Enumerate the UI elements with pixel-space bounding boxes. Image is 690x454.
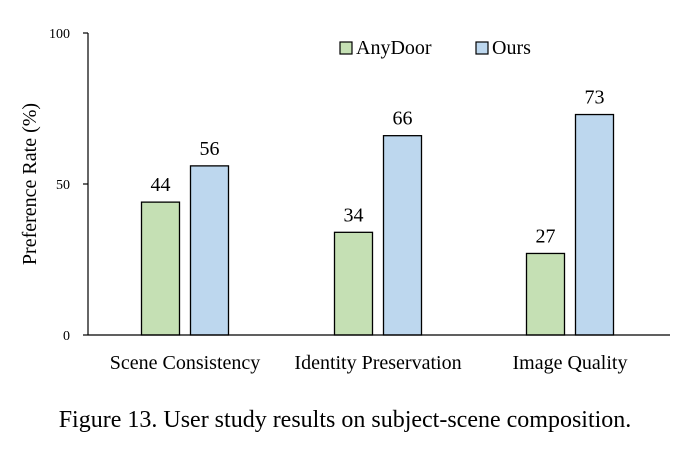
legend-label-ours: Ours — [492, 37, 531, 59]
bar-ours-2 — [574, 113, 615, 336]
legend-label-anydoor: AnyDoor — [356, 37, 432, 59]
y-tick-label: 100 — [49, 27, 70, 42]
category-label-1: Identity Preservation — [294, 352, 461, 374]
bar-ours-0 — [189, 165, 230, 336]
bar-anydoor-1 — [333, 231, 374, 336]
legend-swatch-ours — [475, 41, 489, 55]
y-tick-label: 50 — [56, 178, 70, 193]
value-label-anydoor-1: 34 — [344, 204, 364, 226]
category-label-2: Image Quality — [513, 352, 628, 374]
bar-anydoor-0 — [140, 201, 181, 336]
figure-caption: Figure 13. User study results on subject… — [58, 407, 632, 433]
bar-ours-1 — [382, 135, 423, 336]
value-label-anydoor-0: 44 — [151, 174, 171, 196]
value-label-ours-0: 56 — [200, 138, 220, 160]
category-label-0: Scene Consistency — [110, 352, 261, 374]
y-tick-label: 0 — [63, 329, 70, 344]
value-label-ours-1: 66 — [393, 108, 413, 130]
bar-anydoor-2 — [525, 252, 566, 336]
y-axis-title: Preference Rate (%) — [19, 103, 41, 265]
legend-swatch-anydoor — [339, 41, 353, 55]
value-label-anydoor-2: 27 — [536, 225, 556, 247]
value-label-ours-2: 73 — [585, 87, 605, 109]
